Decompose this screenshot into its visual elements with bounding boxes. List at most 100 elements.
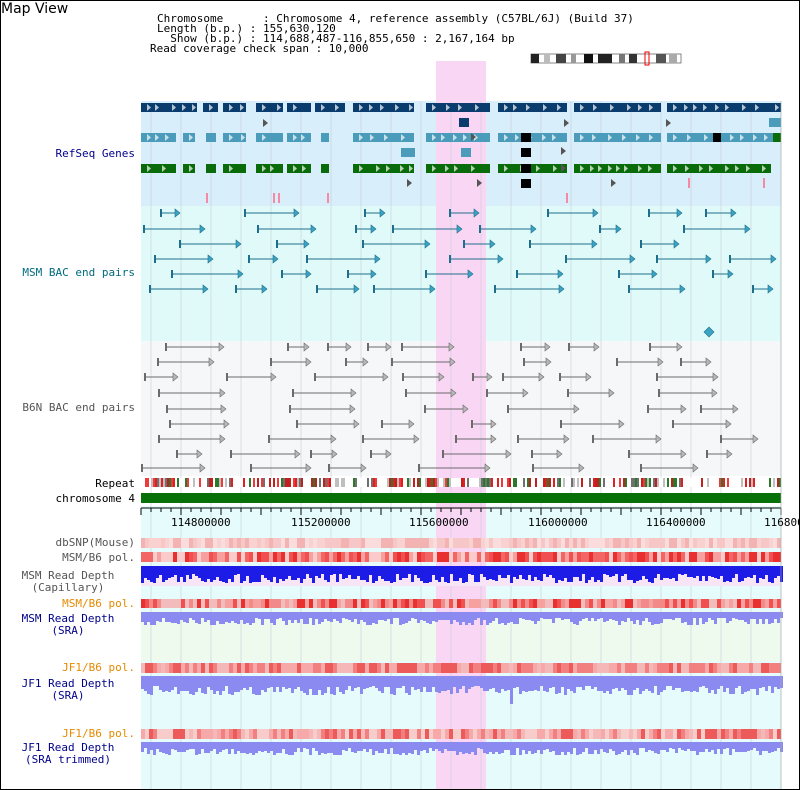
repeat-segment	[407, 478, 409, 487]
repeat-segment	[529, 478, 531, 487]
dbsnp-cell	[733, 538, 737, 548]
repeat-segment	[705, 478, 707, 487]
jf1-b6-pol2-cell	[341, 729, 345, 739]
jf1-depth-trim-bar	[354, 742, 357, 753]
repeat-segment	[353, 478, 355, 487]
jf1-b6-pol2-cell	[473, 729, 477, 739]
track-label-jf1-b6-pol2[interactable]: JF1/B6 pol.	[62, 727, 135, 740]
jf1-b6-pol2-cell	[269, 729, 273, 739]
msm-b6-pol-cell	[317, 552, 321, 562]
gene-strand-arrow	[590, 165, 594, 172]
track-label-msm-bac[interactable]: MSM BAC end pairs	[22, 266, 135, 279]
b6n-bac-pair-end	[726, 449, 733, 459]
jf1-b6-pol-cell	[389, 663, 393, 673]
jf1-b6-pol2-cell	[629, 729, 633, 739]
jf1-depth-trim-bar	[612, 742, 615, 751]
msm-b6-pol-cell	[537, 552, 541, 562]
jf1-b6-pol-cell	[265, 663, 269, 673]
jf1-b6-pol2-cell	[469, 729, 473, 739]
jf1-b6-pol2-cell	[149, 729, 153, 739]
msm-depth-sra-bar	[576, 612, 579, 625]
jf1-b6-pol-cell	[677, 663, 681, 673]
msm-b6-pol-cell	[193, 552, 197, 562]
dbsnp-cell	[201, 538, 205, 548]
gene-bar	[667, 133, 781, 142]
msm-bac-pair-end	[272, 254, 279, 264]
repeat-segment	[437, 478, 439, 487]
gene-strand-arrow	[649, 134, 653, 141]
msm-depth-cap-bar	[339, 566, 342, 574]
msm-depth-sra-bar	[225, 612, 228, 622]
repeat-segment	[431, 478, 433, 487]
msm-b6-pol-cell	[377, 552, 381, 562]
gene-strand-arrow	[432, 134, 436, 141]
repeat-segment	[207, 478, 209, 487]
jf1-b6-pol-cell	[269, 663, 273, 673]
b6n-bac-pair-end	[144, 373, 146, 381]
msm-depth-sra-bar	[555, 612, 558, 618]
jf1-depth-trim-bar	[342, 742, 345, 750]
msm-depth-cap-bar	[264, 566, 267, 578]
track-label-msm-b6-pol[interactable]: MSM/B6 pol.	[62, 551, 135, 564]
msm-b6-pol2-cell	[721, 599, 725, 608]
gene-strand-arrow	[693, 104, 697, 111]
track-label-msm-depth-sra-1[interactable]: MSM Read Depth	[21, 612, 115, 625]
repeat-segment	[669, 478, 671, 487]
msm-depth-sra-bar	[597, 612, 600, 619]
msm-b6-pol-cell	[141, 552, 145, 562]
track-label-msm-b6-pol2[interactable]: MSM/B6 pol.	[62, 597, 135, 610]
jf1-b6-pol-cell	[193, 663, 197, 673]
b6n-bac-pair-end	[391, 358, 393, 366]
dbsnp-cell	[761, 538, 765, 548]
track-label-jf1-depth-sra-1[interactable]: JF1 Read Depth	[21, 677, 115, 690]
jf1-depth-sra-bar	[336, 676, 339, 687]
track-label-jf1-depth-trim-1[interactable]: JF1 Read Depth	[21, 741, 115, 754]
msm-depth-cap-bar	[267, 566, 270, 580]
msm-b6-pol2-cell	[241, 599, 245, 608]
jf1-depth-trim-bar	[549, 742, 552, 752]
msm-depth-sra-bar	[678, 612, 681, 618]
track-label-b6n-bac[interactable]: B6N BAC end pairs	[22, 401, 135, 414]
jf1-b6-pol-cell	[673, 663, 677, 673]
jf1-b6-pol2-cell	[541, 729, 545, 739]
msm-b6-pol2-cell	[585, 599, 589, 608]
jf1-b6-pol-cell	[485, 663, 489, 673]
jf1-b6-pol2-cell	[457, 729, 461, 739]
b6n-bac-pair-end	[706, 450, 708, 458]
track-label-refseq[interactable]: RefSeq Genes	[55, 147, 135, 160]
dbsnp-cell	[337, 538, 341, 548]
track-label-dbsnp[interactable]: dbSNP(Mouse)	[55, 536, 135, 549]
msm-depth-cap-bar	[372, 566, 375, 583]
track-label-jf1-b6-pol[interactable]: JF1/B6 pol.	[62, 661, 135, 674]
msm-b6-pol-cell	[221, 552, 225, 562]
repeat-segment	[293, 478, 295, 487]
jf1-depth-trim-bar	[552, 742, 555, 751]
jf1-depth-sra-bar	[654, 676, 657, 686]
repeat-segment	[491, 478, 493, 487]
jf1-depth-sra-bar	[402, 676, 405, 686]
repeat-segment	[153, 478, 155, 487]
jf1-depth-trim-bar	[270, 742, 273, 751]
jf1-depth-sra-bar	[243, 676, 246, 688]
jf1-depth-sra-bar	[216, 676, 219, 691]
jf1-b6-pol2-cell	[165, 729, 169, 739]
jf1-depth-sra-bar	[225, 676, 228, 686]
track-label-repeat[interactable]: Repeat	[95, 477, 135, 490]
jf1-depth-sra-bar	[399, 676, 402, 688]
jf1-depth-trim-bar	[381, 742, 384, 753]
msm-b6-pol2-cell	[521, 599, 525, 608]
msm-depth-sra-bar	[219, 612, 222, 624]
repeat-segment	[429, 478, 431, 487]
msm-bac-pair-end	[628, 285, 630, 293]
msm-depth-sra-bar	[492, 612, 495, 621]
track-label-msm-depth-cap-1[interactable]: MSM Read Depth	[21, 569, 115, 582]
msm-depth-sra-bar	[699, 612, 702, 618]
gene-strand-arrow	[638, 104, 642, 111]
msm-b6-pol-cell	[721, 552, 725, 562]
dbsnp-cell	[745, 538, 749, 548]
jf1-b6-pol-cell	[405, 663, 409, 673]
jf1-depth-sra-bar	[735, 676, 738, 688]
msm-b6-pol2-cell	[393, 599, 397, 608]
msm-b6-pol-cell	[645, 552, 649, 562]
